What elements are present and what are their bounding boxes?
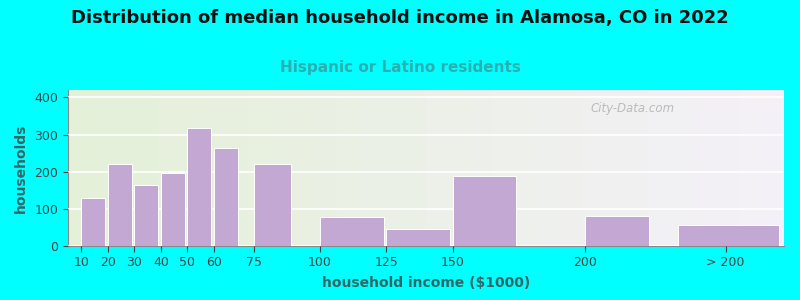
Bar bbox=[108, 164, 132, 246]
X-axis label: household income ($1000): household income ($1000) bbox=[322, 276, 530, 290]
Bar bbox=[320, 217, 383, 246]
Bar bbox=[254, 164, 290, 246]
Bar bbox=[214, 148, 238, 246]
Bar bbox=[453, 176, 516, 246]
Bar bbox=[585, 216, 649, 246]
Bar bbox=[134, 185, 158, 246]
Bar bbox=[161, 173, 185, 246]
Text: City-Data.com: City-Data.com bbox=[590, 102, 675, 115]
Text: Distribution of median household income in Alamosa, CO in 2022: Distribution of median household income … bbox=[71, 9, 729, 27]
Bar bbox=[386, 229, 450, 246]
Bar bbox=[82, 198, 105, 246]
Bar bbox=[678, 225, 778, 246]
Bar bbox=[187, 128, 211, 246]
Text: Hispanic or Latino residents: Hispanic or Latino residents bbox=[279, 60, 521, 75]
Y-axis label: households: households bbox=[14, 123, 27, 213]
